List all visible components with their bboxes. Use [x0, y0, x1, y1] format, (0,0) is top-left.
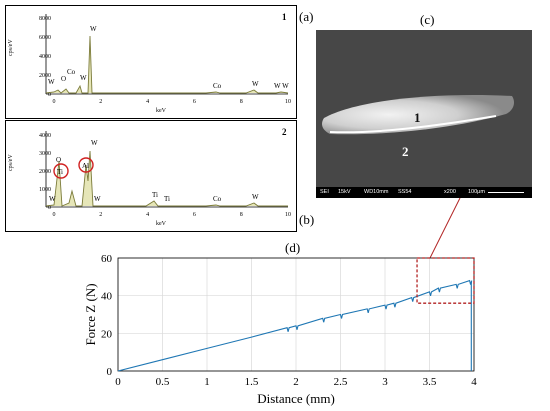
eds1-xtick: 2 [99, 99, 102, 105]
chart-xlabel: Distance (mm) [257, 391, 335, 406]
eds-1-peak-w-c: W [252, 80, 259, 88]
eds2-xtick: 0 [53, 212, 56, 218]
eds-2-peak-o: O [56, 156, 61, 164]
eds1-xtick: 4 [146, 99, 149, 105]
eds-1-peak-w-b: W [80, 74, 87, 82]
eds-spectrum-1-plot: cps/eV 1 0 2000 4000 6000 8000 0 2 4 6 8 10 keV W… [8, 12, 291, 114]
eds-2-xlabel: keV [156, 221, 167, 227]
eds2-ytick: 4000 [39, 133, 51, 139]
y-tick-label: 60 [101, 253, 113, 265]
eds-1-xlabel: keV [156, 108, 167, 114]
y-tick-label: 20 [101, 328, 113, 340]
eds-2-peak-w-b: W [252, 193, 259, 201]
sem-info-detector: SEI [320, 189, 329, 195]
eds-2-peak-ti-c: Ti [164, 195, 170, 203]
eds2-xtick: 10 [285, 212, 291, 218]
x-tick-label: 0 [115, 376, 121, 388]
eds1-ytick: 4000 [39, 54, 51, 60]
plot-frame [117, 257, 475, 372]
eds2-xtick: 4 [146, 212, 149, 218]
eds-spectrum-2: cps/eV 2 0 1000 2000 3000 4000 0 2 4 6 8 10 keV O… [5, 120, 297, 232]
y-tick-label: 40 [101, 291, 113, 303]
eds-2-peak-w-c: W [49, 195, 56, 203]
sem-info-ss: SS54 [398, 189, 412, 195]
connector-line [429, 197, 461, 259]
eds-2-number: 2 [282, 127, 287, 137]
eds-1-peak-ww: W W [274, 82, 289, 90]
eds1-xtick: 6 [193, 99, 196, 105]
eds1-xtick: 0 [53, 99, 56, 105]
eds2-ytick: 2000 [39, 169, 51, 175]
panel-label-c: (c) [420, 12, 435, 27]
sem-info-scale: 100μm [468, 189, 485, 195]
eds-2-peak-ti-a: Ti [57, 168, 63, 176]
force-curve [117, 279, 473, 372]
sem-info-voltage: 15kV [338, 189, 351, 195]
eds-2-peak-ti-b: Ti [152, 191, 158, 199]
x-tick-label: 4 [471, 376, 477, 388]
eds-spectrum-1: cps/eV 1 0 2000 4000 6000 8000 0 2 4 6 8 10 keV W… [5, 5, 297, 119]
eds-1-peak-w-main: W [90, 25, 97, 33]
eds-1-number: 1 [282, 12, 287, 22]
eds2-ytick: 1000 [39, 187, 51, 193]
eds-1-peak-w-a: W [48, 78, 55, 86]
x-tick-label: 0.5 [156, 376, 170, 388]
sem-info-mag: x200 [444, 189, 456, 195]
eds-2-peak-w-main: W [91, 139, 98, 147]
y-tick-label: 0 [107, 366, 113, 378]
eds2-xtick: 6 [193, 212, 196, 218]
x-tick-label: 3 [382, 376, 388, 388]
eds2-ytick: 0 [48, 205, 51, 211]
sem-region-1: 1 [414, 110, 421, 125]
eds1-xtick: 10 [285, 99, 291, 105]
eds-1-peak-co-a: Co [67, 68, 76, 76]
sem-region-2: 2 [402, 144, 409, 159]
x-tick-label: 1 [204, 376, 210, 388]
eds-2-al-highlight [78, 157, 94, 173]
eds-2-peak-w-d: W [94, 195, 101, 203]
chart-ylabel: Force Z (N) [83, 283, 98, 345]
eds-2-ti-highlight [53, 163, 69, 179]
sem-info-bar: SEI 15kV WD10mm SS54 x200 100μm [316, 187, 532, 198]
eds-2-peak-co: Co [213, 195, 222, 203]
eds-1-ylabel: cps/eV [8, 39, 14, 56]
highlight-box [416, 257, 475, 304]
panel-label-b: (b) [299, 212, 315, 227]
eds-2-peak-al: Al [82, 162, 89, 170]
eds-spectrum-2-plot: cps/eV 2 0 1000 2000 3000 4000 0 2 4 6 8 10 keV O… [8, 127, 291, 227]
sem-image: 1 2 [316, 30, 532, 187]
eds1-ytick: 2000 [39, 73, 51, 79]
eds-1-peak-co-b: Co [213, 82, 222, 90]
eds1-xtick: 8 [240, 99, 243, 105]
x-tick-label: 3.5 [423, 376, 437, 388]
x-tick-label: 2 [293, 376, 299, 388]
eds2-xtick: 2 [99, 212, 102, 218]
eds-1-peak-o: O [61, 75, 66, 83]
eds1-ytick: 8000 [39, 16, 51, 22]
eds1-ytick: 0 [48, 92, 51, 98]
eds-2-ylabel: cps/eV [8, 154, 14, 171]
panel-label-d: (d) [285, 240, 301, 255]
eds2-ytick: 3000 [39, 151, 51, 157]
eds1-ytick: 6000 [39, 35, 51, 41]
x-tick-label: 1.5 [245, 376, 259, 388]
sem-micrograph: 1 2 SEI 15kV WD10mm SS54 x200 100μm [316, 30, 532, 198]
sem-info-wd: WD10mm [364, 189, 389, 195]
sem-scale-bar [488, 192, 524, 193]
x-tick-label: 2.5 [334, 376, 348, 388]
eds2-xtick: 8 [240, 212, 243, 218]
panel-label-a: (a) [299, 9, 314, 24]
